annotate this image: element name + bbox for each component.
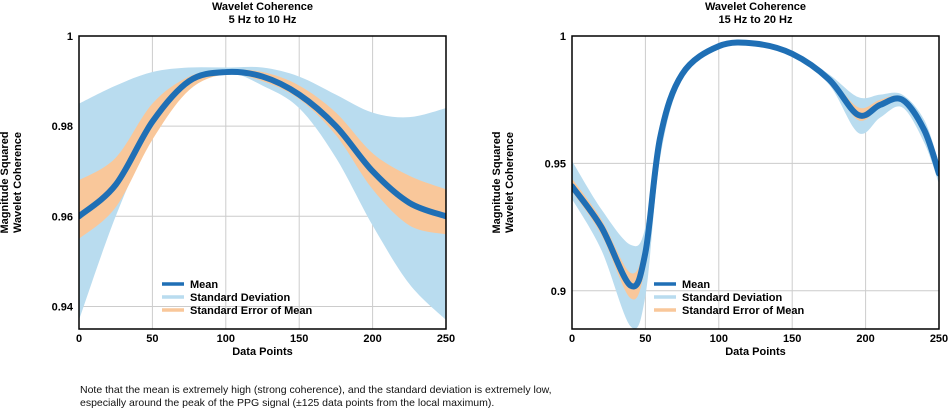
x-tick-label: 50 — [639, 333, 651, 345]
y-axis-label: Magnitude Squared — [491, 131, 503, 233]
x-tick-label: 100 — [710, 333, 728, 345]
chart-subtitle: 15 Hz to 20 Hz — [719, 14, 793, 26]
y-axis-label: Magnitude Squared — [0, 131, 11, 233]
y-tick-label: 1 — [560, 31, 566, 43]
legend-entry: Mean — [682, 279, 710, 291]
y-tick-label: 0.98 — [52, 121, 73, 133]
x-tick-label: 100 — [217, 333, 235, 345]
chart-title: Wavelet Coherence — [212, 1, 313, 13]
x-tick-label: 50 — [146, 333, 158, 345]
x-tick-label: 150 — [783, 333, 801, 345]
legend-entry: Standard Error of Mean — [190, 305, 313, 317]
footnote: Note that the mean is extremely high (st… — [80, 384, 552, 410]
x-tick-label: 200 — [363, 333, 381, 345]
legend-entry: Mean — [190, 279, 218, 291]
x-tick-label: 0 — [569, 333, 575, 345]
footnote-line-2: especially around the peak of the PPG si… — [80, 397, 495, 409]
y-tick-label: 1 — [67, 31, 73, 43]
chart-title: Wavelet Coherence — [705, 1, 806, 13]
legend-entry: Standard Deviation — [190, 292, 291, 304]
legend-entry: Standard Error of Mean — [682, 305, 805, 317]
x-tick-label: 0 — [76, 333, 82, 345]
mean-line — [572, 39, 939, 290]
plot-frame — [78, 35, 447, 330]
y-axis-label: Wavelet Coherence — [504, 132, 516, 233]
x-axis-label: Data Points — [725, 346, 786, 358]
x-tick-label: 250 — [437, 333, 455, 345]
sem-band — [79, 69, 446, 239]
x-tick-label: 250 — [930, 333, 948, 345]
x-axis-label: Data Points — [232, 346, 293, 358]
chart-subtitle: 5 Hz to 10 Hz — [229, 14, 297, 26]
y-axis-label: Wavelet Coherence — [12, 132, 24, 233]
std-dev-band — [79, 66, 446, 320]
y-tick-label: 0.95 — [545, 158, 566, 170]
mean-line — [79, 68, 446, 220]
y-tick-label: 0.96 — [52, 211, 73, 223]
plot-area — [79, 66, 446, 320]
y-tick-label: 0.9 — [551, 286, 566, 298]
y-tick-label: 0.94 — [52, 301, 74, 313]
x-tick-label: 200 — [856, 333, 874, 345]
footnote-line-1: Note that the mean is extremely high (st… — [80, 384, 552, 396]
plot-frame — [571, 35, 940, 330]
x-tick-label: 150 — [290, 333, 308, 345]
legend-entry: Standard Deviation — [682, 292, 783, 304]
plot-area — [572, 39, 939, 329]
